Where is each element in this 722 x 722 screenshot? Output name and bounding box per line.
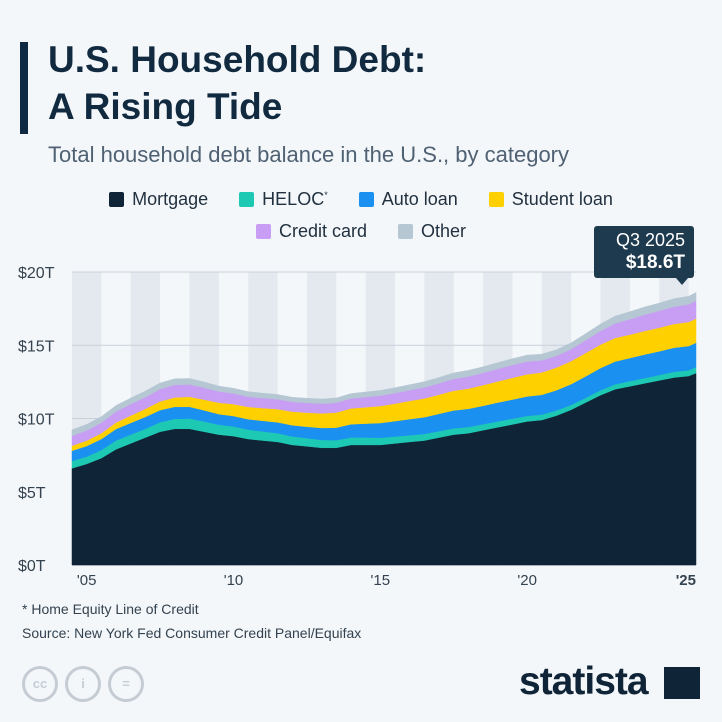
- x-tick-label: '15: [371, 572, 391, 589]
- legend-swatch-student-loan: [488, 192, 504, 207]
- legend-label-credit-card: Credit card: [278, 221, 367, 241]
- legend-row-1: Mortgage HELOC* Auto loan Student loan: [0, 189, 722, 210]
- legend-item-mortgage: Mortgage: [109, 189, 208, 210]
- statista-logo[interactable]: statista: [519, 660, 649, 703]
- title-line-2: A Rising Tide: [48, 86, 283, 127]
- y-tick-label: $0T: [18, 558, 46, 575]
- legend-swatch-auto-loan: [358, 192, 374, 207]
- license-icons: cc i =: [22, 666, 151, 702]
- x-tick-label: '20: [517, 572, 537, 589]
- legend-item-auto-loan: Auto loan: [358, 189, 458, 210]
- legend-item-heloc: HELOC*: [239, 189, 328, 210]
- source-note: Source: New York Fed Consumer Credit Pan…: [22, 625, 362, 641]
- page-title: U.S. Household Debt: A Rising Tide: [48, 36, 426, 130]
- area-other: [71, 292, 697, 437]
- stacked-area-chart: $0T $5T $10T $15T $20T '05 '10 '15 '20 '25: [18, 265, 697, 589]
- legend-swatch-mortgage: [109, 192, 125, 207]
- legend-swatch-other: [398, 224, 413, 239]
- y-tick-label: $10T: [18, 412, 55, 429]
- creative-commons-icon[interactable]: cc: [22, 666, 58, 702]
- x-tick-label: '25: [676, 572, 696, 589]
- y-axis-ticks: $0T $5T $10T $15T $20T: [18, 265, 55, 575]
- legend-item-student-loan: Student loan: [488, 189, 613, 210]
- x-axis-ticks: '05 '10 '15 '20 '25: [77, 572, 696, 589]
- legend-label-heloc: HELOC: [262, 189, 325, 209]
- legend-swatch-heloc: [239, 192, 255, 207]
- footnote: * Home Equity Line of Credit: [22, 601, 199, 617]
- y-tick-label: $15T: [18, 338, 55, 355]
- legend-item-other: Other: [398, 221, 466, 242]
- legend-label-student-loan: Student loan: [511, 189, 613, 209]
- attribution-icon[interactable]: i: [65, 666, 101, 702]
- legend-row-2: Credit card Other: [0, 221, 722, 242]
- title-accent-bar: [20, 42, 28, 134]
- no-derivatives-icon[interactable]: =: [108, 666, 144, 702]
- latest-value-callout: Q3 2025 $18.6T: [594, 226, 694, 285]
- title-line-1: U.S. Household Debt:: [48, 39, 427, 80]
- callout-pointer: [676, 278, 688, 285]
- legend-label-other: Other: [421, 221, 467, 241]
- legend-swatch-credit-card: [255, 224, 271, 239]
- statista-logo-icon: [664, 667, 700, 699]
- x-tick-label: '10: [224, 572, 244, 589]
- legend-label-mortgage: Mortgage: [132, 189, 209, 209]
- stacked-areas: [71, 292, 697, 566]
- callout-period: Q3 2025: [615, 230, 685, 250]
- legend-item-credit-card: Credit card: [255, 221, 367, 242]
- legend-label-auto-loan: Auto loan: [381, 189, 458, 209]
- y-tick-label: $5T: [18, 485, 46, 502]
- y-tick-label: $20T: [18, 265, 55, 282]
- legend-heloc-footnote-mark: *: [324, 190, 328, 200]
- callout-value: $18.6T: [625, 252, 685, 273]
- x-tick-label: '05: [77, 572, 97, 589]
- chart-subtitle: Total household debt balance in the U.S.…: [48, 142, 570, 167]
